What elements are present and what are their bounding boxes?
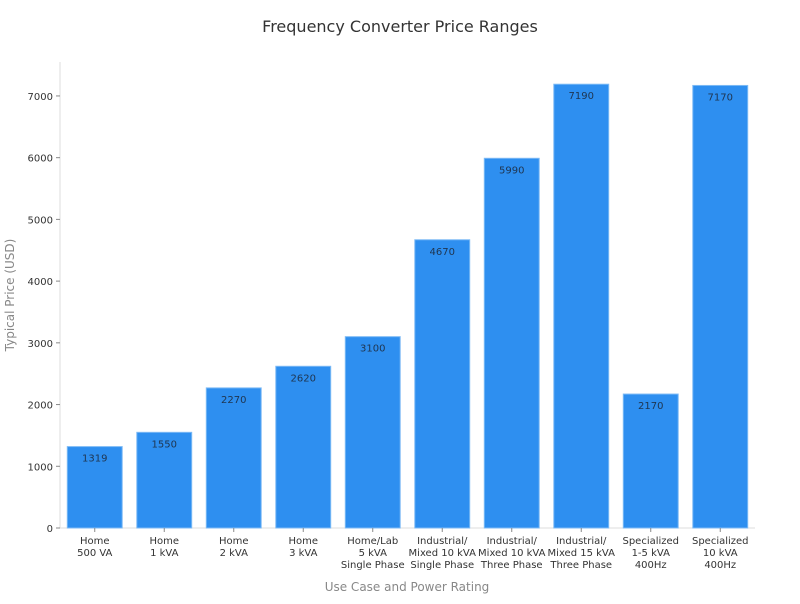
- x-tick-label-line: Home: [80, 536, 110, 547]
- bar: [344, 336, 401, 529]
- bar: [66, 446, 123, 529]
- y-axis-label: Typical Price (USD): [3, 239, 17, 353]
- x-tick-label-line: Home: [288, 536, 318, 547]
- bar-value-label: 2620: [291, 373, 316, 384]
- bar: [275, 365, 332, 529]
- x-tick-label-line: Industrial/: [487, 536, 538, 547]
- x-tick-label-line: Single Phase: [410, 560, 474, 571]
- x-tick-label-line: 10 kVA: [703, 548, 738, 559]
- bar-value-label: 1550: [152, 439, 177, 450]
- chart-title: Frequency Converter Price Ranges: [262, 17, 538, 36]
- x-tick-label: Home 1 kVA: [149, 536, 179, 559]
- x-tick-label-line: Three Phase: [480, 560, 543, 571]
- x-tick-label-line: 400Hz: [635, 560, 667, 571]
- x-tick-label: Industrial/Mixed 10 kVA Single Phase: [409, 536, 477, 571]
- x-tick-label: Industrial/Mixed 15 kVA Three Phase: [548, 536, 616, 571]
- x-tick-label-line: Home/Lab: [347, 536, 398, 547]
- x-tick-label-line: 1-5 kVA: [632, 548, 671, 559]
- x-tick-label-line: 1 kVA: [150, 548, 179, 559]
- y-tick-label: 4000: [28, 277, 53, 288]
- y-tick-label: 1000: [28, 462, 53, 473]
- x-tick-label-line: Three Phase: [549, 560, 612, 571]
- x-axis-label: Use Case and Power Rating: [325, 580, 490, 594]
- bar-value-label: 7190: [569, 91, 594, 102]
- bar-value-label: 4670: [430, 247, 455, 258]
- x-tick-label: Home 3 kVA: [288, 536, 318, 559]
- y-tick-label: 0: [47, 524, 53, 535]
- x-tick-label: Specialized 10 kVA 400Hz: [692, 536, 749, 571]
- x-tick-label-line: 400Hz: [704, 560, 736, 571]
- bar: [553, 83, 610, 529]
- bar-value-label: 1319: [82, 454, 107, 465]
- x-tick-label: Home/Lab 5 kVA Single Phase: [341, 536, 405, 571]
- x-tick-label-line: Specialized: [622, 536, 679, 547]
- bar: [622, 393, 679, 529]
- bar-value-label: 3100: [360, 344, 385, 355]
- bar: [692, 84, 749, 529]
- bar-value-label: 7170: [708, 92, 733, 103]
- x-tick-label-line: 3 kVA: [289, 548, 318, 559]
- x-tick-label-line: Single Phase: [341, 560, 405, 571]
- y-tick-label: 7000: [28, 92, 53, 103]
- bar-value-label: 2170: [638, 401, 663, 412]
- x-tick-label-line: 500 VA: [77, 548, 112, 559]
- x-tick-label-line: 5 kVA: [359, 548, 388, 559]
- y-tick-label: 2000: [28, 401, 53, 412]
- x-tick-label-line: Home: [149, 536, 179, 547]
- x-tick-label-line: 2 kVA: [220, 548, 249, 559]
- bar-value-label: 2270: [221, 395, 246, 406]
- x-tick-label-line: Industrial/: [556, 536, 607, 547]
- bar-value-label: 5990: [499, 165, 524, 176]
- bar: [483, 157, 540, 529]
- x-tick-label-line: Specialized: [692, 536, 749, 547]
- x-tick-label-line: Mixed 15 kVA: [548, 548, 616, 559]
- y-tick-label: 6000: [28, 154, 53, 165]
- x-tick-label: Industrial/Mixed 10 kVA Three Phase: [478, 536, 546, 571]
- x-tick-label: Home 2 kVA: [219, 536, 249, 559]
- x-tick-label-line: Industrial/: [417, 536, 468, 547]
- x-tick-label-line: Home: [219, 536, 249, 547]
- x-tick-label-line: Mixed 10 kVA: [409, 548, 477, 559]
- y-tick-label: 5000: [28, 215, 53, 226]
- bar: [205, 387, 262, 529]
- bar: [414, 239, 471, 529]
- x-tick-label-line: Mixed 10 kVA: [478, 548, 546, 559]
- y-tick-label: 3000: [28, 339, 53, 350]
- x-tick-label: Home 500 VA: [77, 536, 112, 559]
- bar: [136, 431, 193, 529]
- x-tick-label: Specialized 1-5 kVA 400Hz: [622, 536, 679, 571]
